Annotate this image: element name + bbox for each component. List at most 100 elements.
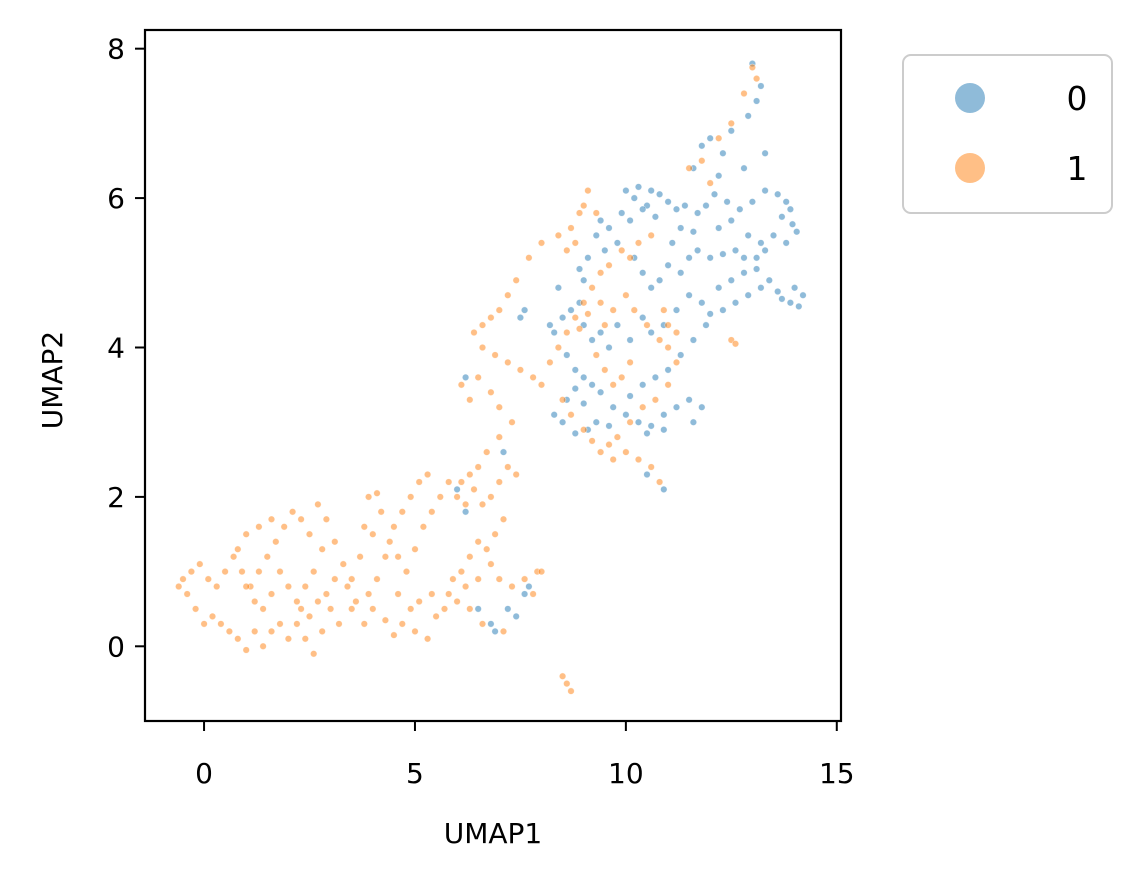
scatter-point-series-1 <box>310 650 318 658</box>
scatter-point-series-1 <box>217 620 225 628</box>
x-tick-label: 10 <box>608 757 644 790</box>
scatter-point-series-0 <box>660 411 668 419</box>
scatter-point-series-0 <box>672 205 681 213</box>
scatter-point-series-1 <box>179 575 187 583</box>
scatter-point-series-1 <box>293 620 301 628</box>
scatter-point-series-0 <box>601 246 609 254</box>
scatter-point-series-1 <box>592 351 600 359</box>
scatter-point-series-1 <box>546 358 554 367</box>
scatter-point-series-1 <box>504 291 512 299</box>
scatter-point-series-0 <box>639 269 647 277</box>
scatter-point-series-1 <box>369 530 377 538</box>
scatter-point-series-1 <box>377 508 385 516</box>
scatter-point-series-1 <box>508 418 516 426</box>
scatter-point-series-0 <box>778 213 786 221</box>
scatter-point-series-0 <box>605 422 613 430</box>
scatter-point-series-1 <box>310 567 318 576</box>
scatter-point-series-1 <box>483 448 491 456</box>
scatter-point-series-0 <box>706 310 714 318</box>
scatter-point-series-0 <box>462 373 470 382</box>
scatter-point-series-0 <box>740 254 748 262</box>
scatter-point-series-1 <box>643 321 651 329</box>
plot-area-frame <box>143 28 843 723</box>
scatter-point-series-0 <box>567 306 575 314</box>
scatter-point-series-0 <box>491 627 499 636</box>
scatter-point-series-1 <box>580 426 588 434</box>
scatter-point-series-1 <box>474 463 482 471</box>
scatter-point-series-1 <box>305 612 314 621</box>
scatter-point-series-0 <box>761 246 769 254</box>
scatter-point-series-1 <box>584 310 592 318</box>
scatter-point-series-1 <box>221 567 229 576</box>
scatter-point-series-1 <box>259 642 267 650</box>
scatter-point-series-0 <box>719 250 727 258</box>
scatter-point-series-0 <box>634 183 643 191</box>
scatter-point-series-0 <box>689 418 698 426</box>
scatter-point-series-0 <box>672 403 681 411</box>
scatter-point-series-1 <box>373 575 381 583</box>
scatter-point-series-0 <box>664 198 672 206</box>
x-tick-label: 0 <box>195 757 213 790</box>
scatter-point-series-1 <box>639 403 647 411</box>
scatter-point-series-1 <box>225 627 233 636</box>
scatter-point-series-1 <box>449 575 457 583</box>
scatter-point-series-1 <box>609 381 617 389</box>
scatter-point-series-1 <box>470 485 478 494</box>
scatter-point-series-0 <box>647 422 655 430</box>
scatter-point-series-0 <box>554 284 563 292</box>
scatter-point-series-0 <box>626 336 634 344</box>
scatter-point-series-1 <box>327 605 335 613</box>
scatter-point-series-0 <box>685 291 693 299</box>
scatter-point-series-1 <box>512 470 520 479</box>
scatter-point-series-1 <box>411 627 419 636</box>
scatter-point-series-0 <box>588 381 596 389</box>
scatter-point-series-0 <box>462 508 470 516</box>
x-tick-label: 15 <box>819 757 855 790</box>
scatter-point-series-1 <box>365 590 373 598</box>
scatter-point-series-0 <box>571 366 579 374</box>
scatter-point-series-0 <box>788 220 797 228</box>
scatter-point-series-1 <box>618 373 626 382</box>
scatter-point-series-1 <box>339 560 347 568</box>
scatter-point-series-0 <box>516 314 525 322</box>
scatter-point-series-0 <box>706 134 714 142</box>
x-axis-label: UMAP1 <box>444 817 543 850</box>
scatter-point-series-1 <box>462 582 470 591</box>
scatter-point-series-1 <box>381 553 390 561</box>
y-tick-label: 8 <box>107 33 125 66</box>
scatter-point-series-1 <box>424 470 432 479</box>
scatter-point-series-1 <box>613 433 622 441</box>
scatter-point-series-0 <box>550 328 558 337</box>
scatter-point-series-1 <box>331 575 339 583</box>
scatter-point-series-1 <box>626 418 634 426</box>
scatter-point-series-1 <box>478 321 487 329</box>
scatter-point-series-1 <box>752 74 761 83</box>
scatter-point-series-1 <box>567 411 575 419</box>
scatter-point-series-1 <box>343 582 352 591</box>
scatter-point-series-0 <box>630 194 638 202</box>
scatter-point-series-1 <box>242 582 250 591</box>
scatter-point-series-0 <box>761 149 769 157</box>
scatter-point-series-1 <box>609 455 617 464</box>
legend-box <box>902 54 1113 214</box>
scatter-point-series-1 <box>592 209 600 217</box>
scatter-point-series-0 <box>575 265 584 273</box>
scatter-point-series-1 <box>571 239 579 247</box>
scatter-point-series-1 <box>478 343 487 352</box>
scatter-point-series-1 <box>428 590 436 598</box>
scatter-point-series-1 <box>263 553 271 561</box>
scatter-point-series-0 <box>774 190 782 198</box>
scatter-point-series-1 <box>466 605 474 613</box>
scatter-point-series-1 <box>369 605 377 613</box>
scatter-point-series-0 <box>655 190 664 198</box>
scatter-point-series-1 <box>495 403 503 411</box>
scatter-point-series-1 <box>276 567 284 576</box>
scatter-point-series-1 <box>626 254 634 262</box>
scatter-point-series-0 <box>727 127 735 135</box>
scatter-point-series-1 <box>457 381 466 389</box>
y-tick-label: 4 <box>107 331 125 364</box>
legend-marker-1 <box>955 153 985 183</box>
scatter-point-series-1 <box>424 635 432 643</box>
scatter-point-series-0 <box>571 429 579 438</box>
scatter-point-series-1 <box>601 321 609 329</box>
